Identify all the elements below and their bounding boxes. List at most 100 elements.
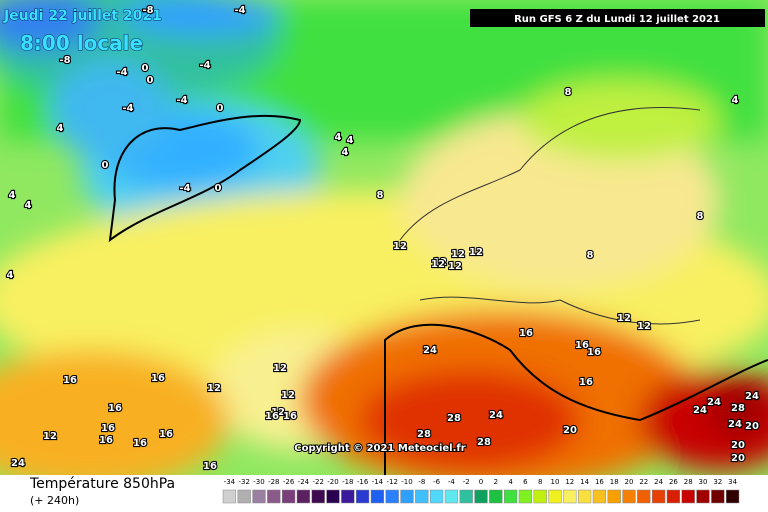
contour-label: 12 — [207, 383, 221, 394]
contour-label: 4 — [25, 200, 32, 211]
scale-label: 8 — [538, 478, 542, 486]
scale-swatch — [296, 489, 311, 504]
scale-swatch — [651, 489, 666, 504]
contour-label: -4 — [116, 67, 127, 78]
contour-label: 12 — [433, 257, 447, 268]
scale-label: -22 — [312, 478, 323, 486]
scale-swatch — [681, 489, 695, 504]
scale-swatch — [252, 489, 266, 504]
contour-label: 12 — [637, 321, 651, 332]
coastline — [399, 107, 701, 325]
contour-label: 28 — [731, 403, 745, 414]
contour-label: 16 — [519, 328, 533, 339]
scale-swatch — [592, 489, 607, 504]
contour-label: 0 — [215, 183, 222, 194]
contour-label: 24 — [489, 410, 503, 421]
scale-swatch — [725, 489, 740, 504]
scale-swatch — [400, 489, 414, 504]
contour-label: 8 — [565, 87, 572, 98]
contour-label: 28 — [447, 413, 461, 424]
scale-label: -10 — [401, 478, 412, 486]
scale-label: 16 — [595, 478, 604, 486]
copyright: Copyright © 2021 Meteociel.fr — [294, 443, 465, 454]
scale-label: -26 — [283, 478, 295, 486]
contour-label: 16 — [108, 403, 122, 414]
contour-label: -4 — [199, 60, 210, 71]
scale-swatch — [711, 489, 725, 504]
contour-label: 16 — [101, 423, 115, 434]
scale-swatch — [666, 489, 681, 504]
contour-label: 24 — [693, 405, 707, 416]
contour-label: 20 — [745, 421, 759, 432]
scale-swatch — [237, 489, 251, 504]
contour-label: 16 — [575, 340, 589, 351]
contour-label: 20 — [731, 440, 745, 451]
contour-label: 28 — [417, 429, 431, 440]
scale-swatch — [489, 489, 503, 504]
contour-label: 0 — [217, 103, 224, 114]
contour-label: 4 — [335, 132, 342, 143]
contour-label: 16 — [587, 347, 601, 358]
scale-label: -6 — [433, 478, 441, 486]
scale-label: -30 — [253, 478, 264, 486]
scale-label: 20 — [625, 478, 634, 486]
color-scale: -34 -32 -30 -28 -26 -24 -22 -20 -18 -16 -14 -12 -10-… — [222, 478, 740, 504]
scale-swatch — [222, 489, 237, 504]
scale-label: -14 — [372, 478, 384, 486]
scale-swatch — [503, 489, 518, 504]
contour-label: 12 — [431, 259, 445, 270]
scale-swatch — [267, 489, 281, 504]
contour-label: 4 — [732, 95, 739, 106]
contour-label: 8 — [587, 250, 594, 261]
scale-swatch — [341, 489, 355, 504]
run-info: Run GFS 6 Z du Lundi 12 juillet 2021 — [514, 14, 720, 25]
scale-swatch — [281, 489, 296, 504]
contour-label: 24 — [707, 397, 721, 408]
contour-label: -4 — [179, 183, 190, 194]
contour-label: 16 — [579, 377, 593, 388]
contour-label: 12 — [451, 249, 465, 260]
scale-swatch — [355, 489, 370, 504]
contour-label: 8 — [697, 211, 704, 222]
scale-swatch — [444, 489, 459, 504]
scale-label: 18 — [610, 478, 619, 486]
contour-label: 12 — [273, 363, 287, 374]
contour-label: 16 — [63, 375, 77, 386]
contour-label: 16 — [99, 435, 113, 446]
scale-swatch — [415, 489, 429, 504]
contour-label: 20 — [563, 425, 577, 436]
contour-label: 4 — [9, 190, 16, 201]
scale-label: -20 — [327, 478, 338, 486]
contour-label: 16 — [151, 373, 165, 384]
scale-swatch — [533, 489, 547, 504]
scale-label: -32 — [238, 478, 249, 486]
scale-label: -12 — [386, 478, 397, 486]
contour-label: -8 — [142, 5, 153, 16]
contour-label: 0 — [142, 63, 149, 74]
contour-label: 16 — [283, 411, 297, 422]
field-title: Température 850hPa — [29, 476, 175, 492]
scale-swatch — [637, 489, 651, 504]
contour-label: 16 — [133, 438, 147, 449]
scale-label: 28 — [684, 478, 693, 486]
contour-label: 8 — [377, 190, 384, 201]
contour-label: 12 — [281, 390, 295, 401]
contour-line — [108, 114, 302, 243]
contour-label: 4 — [347, 135, 354, 146]
contour-label: 0 — [102, 160, 109, 171]
scale-swatch — [459, 489, 473, 504]
contour-label: 24 — [745, 391, 759, 402]
scale-label: 32 — [713, 478, 722, 486]
scale-label: -24 — [298, 478, 310, 486]
scale-swatch — [548, 489, 562, 504]
scale-label: -34 — [224, 478, 236, 486]
contour-label: 24 — [728, 419, 742, 430]
scale-label: 30 — [699, 478, 708, 486]
scale-swatch — [607, 489, 621, 504]
contour-label: -4 — [234, 5, 245, 16]
scale-label: -18 — [342, 478, 353, 486]
scale-label: 0 — [479, 478, 483, 486]
scale-label: 26 — [669, 478, 678, 486]
